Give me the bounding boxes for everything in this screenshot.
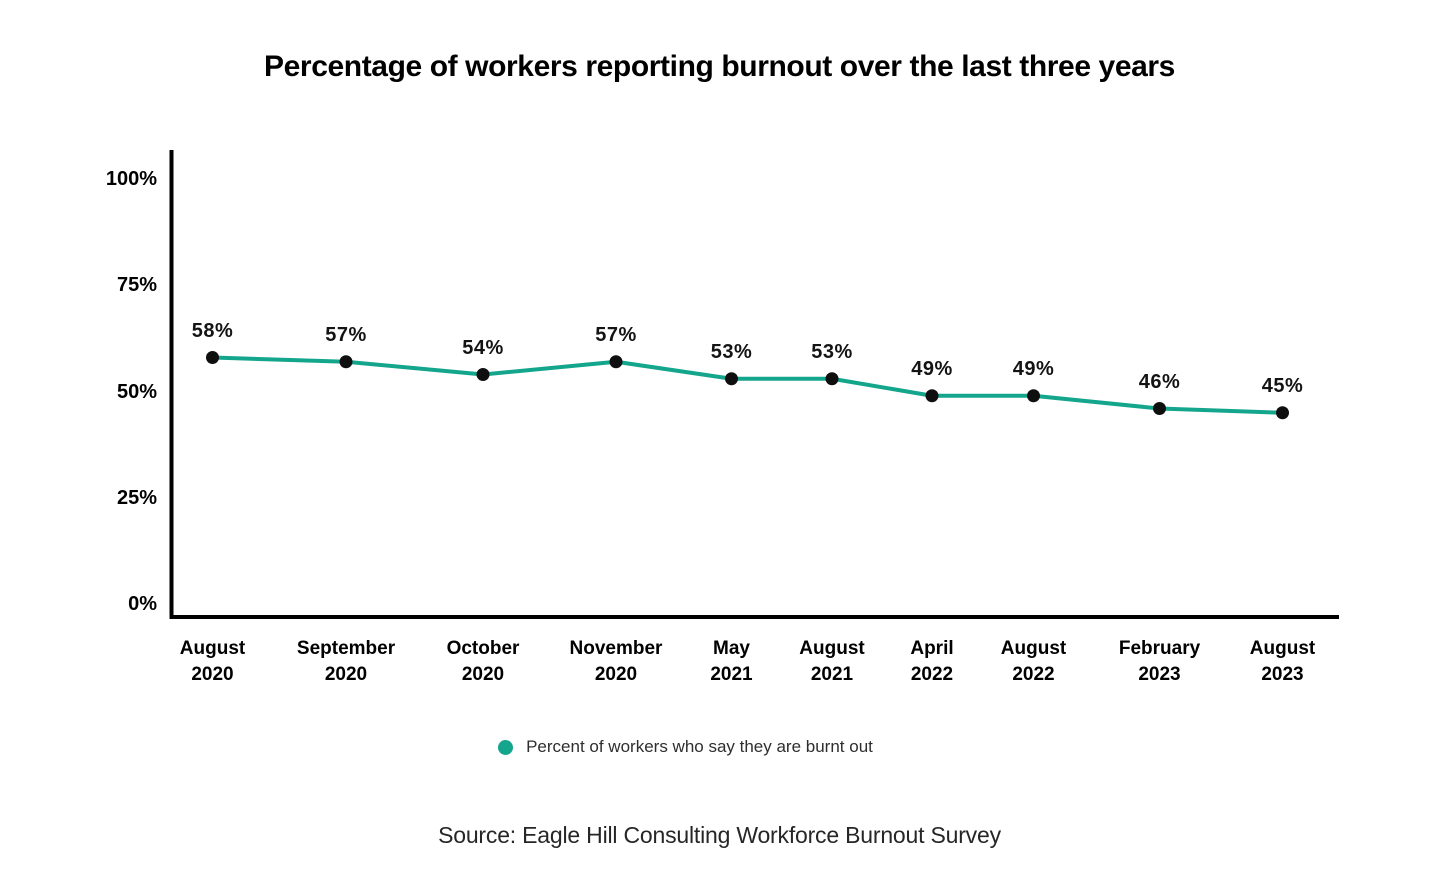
x-tick-line2: 2021 <box>710 664 753 685</box>
source-text: Source: Eagle Hill Consulting Workforce … <box>438 822 1001 848</box>
y-tick-label: 25% <box>116 486 157 509</box>
x-tick-line1: April <box>910 638 954 659</box>
data-point-marker <box>476 368 490 381</box>
y-tick-label: 100% <box>105 168 157 190</box>
data-point-marker <box>206 351 219 364</box>
x-tick-line1: August <box>799 638 865 659</box>
x-tick-line2: 2021 <box>810 664 854 685</box>
x-tick-label: February 2023 <box>1080 636 1240 688</box>
data-point-marker <box>1027 389 1040 403</box>
x-tick-line2: 2020 <box>461 664 505 685</box>
data-point-label: 53% <box>811 340 853 363</box>
x-tick-line1: October <box>446 638 520 659</box>
x-tick-line2: 2020 <box>191 664 234 685</box>
chart-title: Percentage of workers reporting burnout … <box>264 50 1175 83</box>
x-tick-line1: August <box>179 638 246 659</box>
data-point-label: 45% <box>1261 374 1304 397</box>
y-tick-label: 50% <box>116 380 157 403</box>
x-tick-label: October 2020 <box>403 636 563 688</box>
x-tick-label: August 2023 <box>1203 636 1363 688</box>
x-tick-label: November 2020 <box>536 636 696 688</box>
data-point-marker <box>825 372 839 386</box>
data-point-label: 46% <box>1138 370 1181 393</box>
legend: Percent of workers who say they are burn… <box>0 737 1405 757</box>
data-point-label: 49% <box>1012 357 1055 380</box>
data-point-marker <box>339 355 353 369</box>
x-tick-line2: 2022 <box>910 664 954 685</box>
x-tick-line2: 2020 <box>594 664 638 685</box>
data-point-label: 54% <box>462 336 504 359</box>
x-tick-line1: August <box>1249 638 1316 659</box>
data-point-marker <box>925 389 939 403</box>
data-point-label: 57% <box>595 323 637 346</box>
data-point-label: 57% <box>325 323 367 346</box>
legend-label: Percent of workers who say they are burn… <box>526 737 873 756</box>
data-point-label: 58% <box>191 319 234 342</box>
x-tick-label: August 2021 <box>752 636 912 688</box>
x-tick-label: April 2022 <box>852 636 1012 688</box>
x-tick-line2: 2022 <box>1012 664 1055 685</box>
y-tick-label: 0% <box>128 593 157 615</box>
series-line <box>210 355 1285 415</box>
data-point-label: 53% <box>710 340 753 363</box>
data-point-marker <box>609 355 623 369</box>
x-tick-label: May 2021 <box>652 636 812 688</box>
data-point-marker <box>1276 406 1289 420</box>
data-point-marker <box>1153 402 1166 415</box>
y-tick-label: 75% <box>116 274 157 297</box>
x-tick-line1: May <box>713 638 750 659</box>
legend-marker-icon <box>498 739 514 755</box>
x-tick-line2: 2020 <box>324 664 368 685</box>
x-tick-line2: 2023 <box>1261 664 1304 685</box>
x-tick-label: August 2020 <box>133 636 293 688</box>
data-point-marker <box>725 372 738 386</box>
x-tick-line1: February <box>1118 638 1201 659</box>
x-tick-label: September 2020 <box>266 636 426 688</box>
x-tick-line1: September <box>296 638 396 659</box>
data-point-label: 49% <box>911 357 953 380</box>
x-tick-label: August 2022 <box>954 636 1114 688</box>
x-tick-line1: November <box>569 638 663 659</box>
x-tick-line1: August <box>1000 638 1067 659</box>
x-tick-line2: 2023 <box>1138 664 1181 685</box>
